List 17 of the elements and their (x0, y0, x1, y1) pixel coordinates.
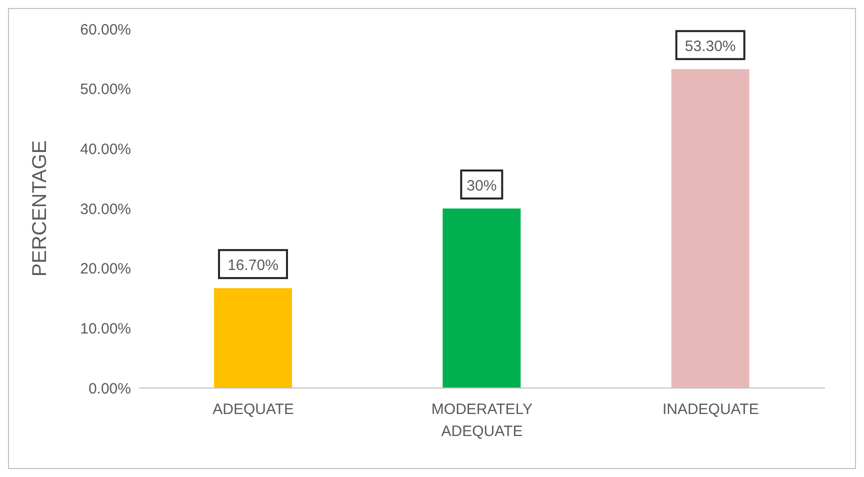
y-tick-label: 40.00% (80, 140, 131, 158)
y-tick-label: 50.00% (80, 81, 131, 98)
data-label: 30% (466, 178, 497, 194)
x-tick-label: INADEQUATE (662, 401, 759, 418)
data-label: 53.30% (684, 38, 736, 56)
y-tick-label: 0.00% (88, 380, 131, 398)
bar (671, 69, 750, 388)
y-tick-label: 60.00% (80, 21, 131, 38)
y-tick-label: 30.00% (80, 200, 131, 218)
x-tick-label: ADEQUATE (212, 401, 294, 418)
bar (214, 288, 292, 388)
y-tick-label: 10.00% (80, 320, 131, 338)
data-label: 16.70% (228, 257, 278, 274)
x-tick-label: MODERATELY ADEQUATE (431, 401, 533, 440)
y-tick-label: 20.00% (80, 260, 131, 278)
y-axis-title: PERCENTAGE (29, 140, 52, 277)
bar (442, 208, 521, 388)
